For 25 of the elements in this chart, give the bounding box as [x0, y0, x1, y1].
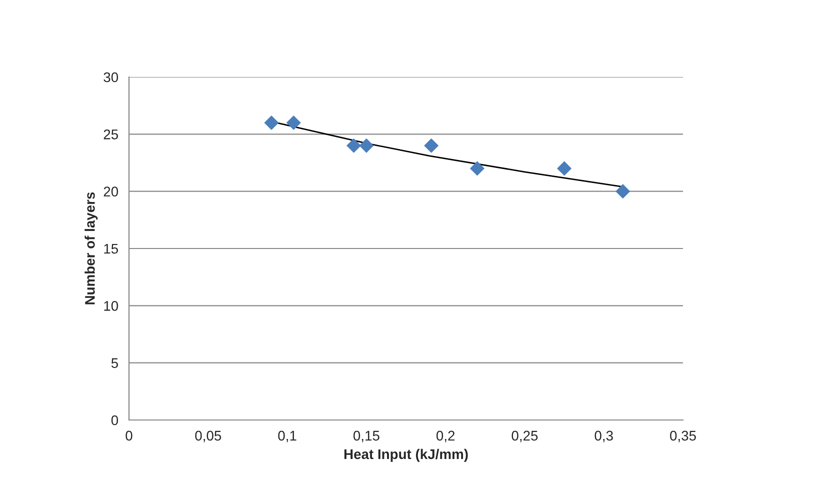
y-axis-title: Number of layers: [84, 192, 98, 304]
y-tick-label: 5: [111, 358, 118, 368]
x-tick-label: 0,05: [195, 430, 222, 442]
point: [286, 115, 301, 130]
y-tick-label: 20: [104, 186, 118, 197]
x-tick-label: 0,1: [278, 430, 296, 442]
point: [359, 138, 374, 153]
point: [346, 138, 362, 153]
x-tick-label: 0,35: [670, 430, 696, 442]
x-tick-label: 0,15: [353, 430, 380, 442]
y-tick-label: 25: [104, 130, 118, 140]
point: [557, 161, 572, 176]
y-tick-label: 30: [104, 72, 118, 82]
point: [470, 161, 485, 176]
y-tick-label: 0: [111, 415, 118, 426]
point: [424, 138, 439, 153]
point: [616, 184, 630, 199]
x-axis-title: Heat Input (kJ/mm): [344, 448, 468, 462]
point: [264, 115, 279, 130]
x-tick-label: 0,3: [594, 430, 613, 442]
x-tick-label: 0: [126, 430, 132, 441]
y-tick-label: 15: [104, 244, 118, 254]
y-tick-label: 10: [104, 301, 118, 311]
x-tick-label: 0,2: [436, 430, 455, 442]
x-tick-label: 0,25: [512, 430, 538, 442]
